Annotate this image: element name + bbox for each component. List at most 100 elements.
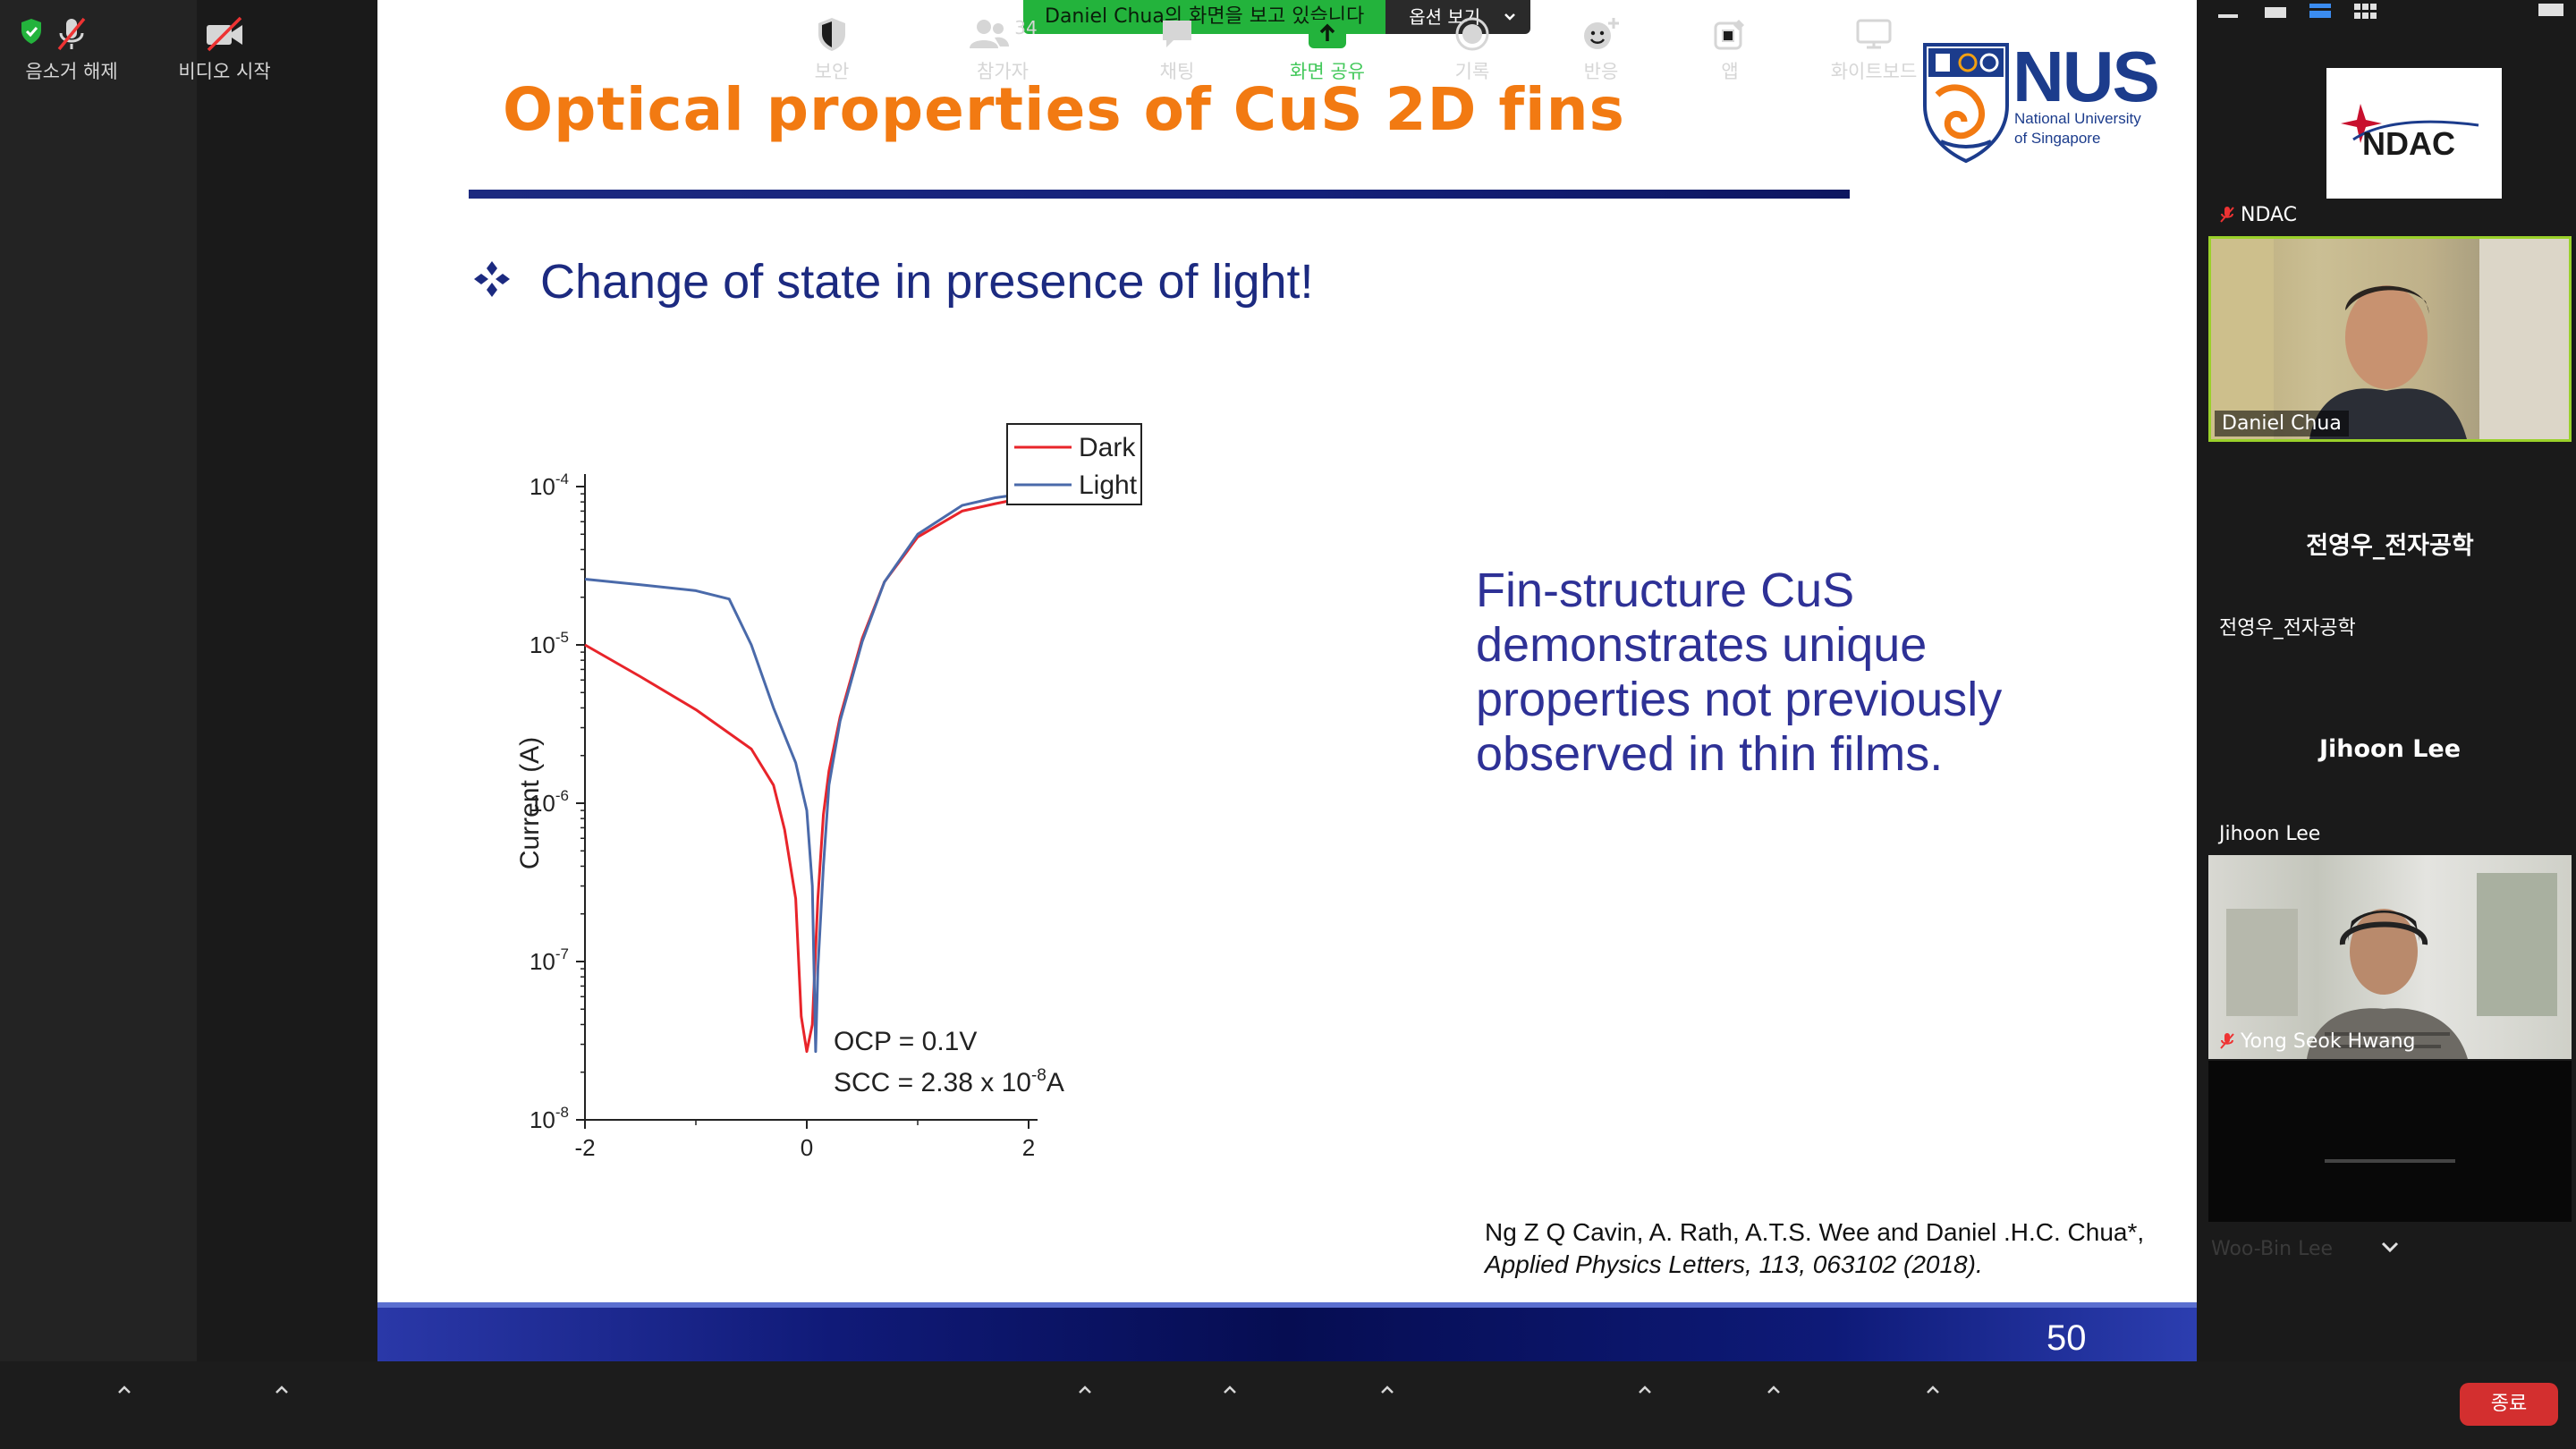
chart-ticks: 10-4 10-5 10-6 10-7 10-8-2 0 2 bbox=[530, 470, 1035, 1161]
x-tick-label: 0 bbox=[801, 1134, 813, 1161]
nus-sub-line-2: of Singapore bbox=[2014, 130, 2101, 147]
participant-name-text: Yong Seok Hwang bbox=[2241, 1030, 2416, 1053]
nus-logo-subtitle: National University of Singapore bbox=[2014, 109, 2141, 148]
apps-label: 앱 bbox=[1721, 61, 1739, 82]
share-screen-label: 화면 공유 bbox=[1290, 61, 1365, 82]
participant-display-name: Jihoon Lee bbox=[2318, 735, 2462, 763]
title-underline bbox=[469, 190, 1850, 199]
share-screen-icon bbox=[1309, 20, 1346, 48]
chevron-down-icon bbox=[1504, 13, 1516, 21]
reference-authors: Ng Z Q Cavin, A. Rath, A.T.S. Wee and Da… bbox=[1485, 1218, 2145, 1246]
bullet-point: Change of state in presence of light! bbox=[540, 255, 1314, 309]
participant-name: Daniel Chua bbox=[2215, 411, 2349, 436]
reactions-label: 반응 bbox=[1583, 61, 1619, 82]
slide-reference: Ng Z Q Cavin, A. Rath, A.T.S. Wee and Da… bbox=[1485, 1216, 2144, 1281]
chevron-up-icon[interactable] bbox=[1379, 1385, 1395, 1395]
slide-description: Fin-structure CuS demonstrates unique pr… bbox=[1476, 564, 2003, 781]
iv-curve-chart: Voltage (V)Current (A) 10-410-510-610-71… bbox=[515, 423, 1142, 1161]
security-label: 보안 bbox=[814, 61, 850, 82]
participant-tile-daniel-chua[interactable]: Daniel Chua bbox=[2208, 236, 2572, 442]
nus-sub-line-1: National University bbox=[2014, 110, 2141, 127]
grid-view-icon[interactable] bbox=[2354, 4, 2377, 20]
participant-tile-jeon-youngwoo[interactable]: 전영우_전자공학 전영우_전자공학 bbox=[2208, 444, 2572, 646]
video-feed bbox=[2211, 239, 2569, 439]
emoji-icon bbox=[1584, 18, 1619, 49]
record-label: 기록 bbox=[1454, 61, 1490, 82]
participant-name-text: NDAC bbox=[2241, 204, 2298, 226]
chart-axes: Voltage (V)Current (A) bbox=[515, 474, 1038, 1121]
series-line-light bbox=[584, 491, 1030, 1054]
x-tick-label: 2 bbox=[1022, 1134, 1035, 1161]
y-tick-label: 10-8 bbox=[530, 1104, 569, 1133]
view-options-label: 옵션 보기 bbox=[1409, 6, 1481, 28]
participant-tile-yong-seok-hwang[interactable]: Yong Seok Hwang bbox=[2208, 855, 2572, 1059]
unmute-button[interactable]: 음소거 해제 bbox=[18, 0, 125, 88]
chart-series-lines bbox=[584, 491, 1030, 1054]
participants-label: 참가자 bbox=[977, 61, 1029, 82]
x-tick-label: -2 bbox=[574, 1134, 595, 1161]
slide-page-number: 50 bbox=[2046, 1318, 2087, 1358]
participant-name: 전영우_전자공학 bbox=[2219, 617, 2356, 640]
shield-icon bbox=[818, 18, 845, 51]
chevron-up-icon[interactable] bbox=[1077, 1385, 1093, 1395]
chevron-up-icon[interactable] bbox=[1222, 1385, 1238, 1395]
chevron-up-icon[interactable] bbox=[1766, 1385, 1782, 1395]
record-button[interactable]: 기록 bbox=[1428, 0, 1517, 88]
participant-name: Jihoon Lee bbox=[2219, 823, 2321, 845]
participant-tile-woo-bin-lee[interactable] bbox=[2208, 1061, 2572, 1222]
chat-icon bbox=[1163, 21, 1191, 47]
start-video-button[interactable]: 비디오 시작 bbox=[166, 0, 283, 88]
view-options-button[interactable]: 옵션 보기 bbox=[1385, 0, 1531, 34]
participant-tile-jihoon-lee[interactable]: Jihoon Lee Jihoon Lee bbox=[2208, 648, 2572, 853]
y-axis-label: Current (A) bbox=[515, 737, 545, 869]
speaker-strip-view-icon[interactable] bbox=[2309, 4, 2331, 20]
chart-annotations: OCP = 0.1V SCC = 2.38 x 10-8A bbox=[834, 1027, 1064, 1097]
nus-crest-icon bbox=[1923, 43, 2009, 164]
record-icon bbox=[1455, 17, 1489, 51]
ndac-logo: NDAC bbox=[2326, 68, 2502, 199]
reactions-button[interactable]: 반응 bbox=[1556, 0, 1646, 88]
ocp-annotation: OCP = 0.1V bbox=[834, 1027, 977, 1056]
ndac-star-icon bbox=[2341, 104, 2479, 143]
share-screen-button[interactable]: 화면 공유 bbox=[1274, 0, 1381, 88]
nus-logo-text: NUS bbox=[2012, 37, 2160, 116]
single-tile-view-icon[interactable] bbox=[2265, 4, 2286, 20]
chevron-up-icon[interactable] bbox=[1925, 1385, 1941, 1395]
security-button[interactable]: 보안 bbox=[787, 0, 877, 88]
y-tick-label: 10-7 bbox=[530, 945, 569, 975]
unmute-label: 음소거 해제 bbox=[25, 61, 118, 82]
slide-footer-bar bbox=[377, 1302, 2197, 1361]
encryption-shield-icon[interactable] bbox=[20, 18, 43, 45]
participant-tile-ndac[interactable]: NDAC NDAC bbox=[2208, 61, 2572, 238]
participant-name-woo-bin-lee: Woo-Bin Lee bbox=[2211, 1238, 2334, 1260]
participant-name: Yong Seok Hwang bbox=[2212, 1029, 2423, 1055]
participants-button[interactable]: 34 참가자 bbox=[953, 0, 1052, 88]
chevron-down-icon[interactable] bbox=[2379, 1240, 2401, 1254]
chevron-up-icon[interactable] bbox=[1637, 1385, 1653, 1395]
muted-mic-icon bbox=[2220, 1033, 2234, 1049]
whiteboard-icon bbox=[1856, 19, 1892, 49]
legend-box bbox=[1006, 423, 1142, 505]
legend-label: Dark bbox=[1079, 433, 1136, 462]
whiteboard-button[interactable]: 화이트보드 bbox=[1816, 0, 1932, 88]
video-placeholder-line bbox=[2325, 1159, 2455, 1163]
mic-muted-icon bbox=[57, 17, 86, 51]
end-meeting-button[interactable]: 종료 bbox=[2460, 1383, 2558, 1426]
meeting-toolbar bbox=[0, 1361, 2576, 1449]
apps-icon bbox=[1714, 20, 1744, 50]
reference-journal: Applied Physics Letters, 113, 063102 (20… bbox=[1485, 1250, 1983, 1278]
y-tick-label: 10-4 bbox=[530, 470, 569, 500]
person-video-icon bbox=[2226, 873, 2557, 1059]
close-panel-icon[interactable] bbox=[2538, 4, 2563, 20]
chevron-up-icon[interactable] bbox=[274, 1385, 290, 1395]
chat-label: 채팅 bbox=[1159, 61, 1195, 82]
start-video-label: 비디오 시작 bbox=[178, 61, 271, 82]
chevron-up-icon[interactable] bbox=[116, 1385, 132, 1395]
participant-display-name: 전영우_전자공학 bbox=[2306, 532, 2474, 560]
chat-button[interactable]: 채팅 bbox=[1132, 0, 1222, 88]
apps-button[interactable]: 앱 bbox=[1685, 0, 1775, 88]
participants-count: 34 bbox=[1014, 17, 1038, 38]
minimize-panel-icon[interactable] bbox=[2218, 4, 2238, 20]
shared-screen-slide: Optical properties of CuS 2D fins NUS Na… bbox=[377, 0, 2197, 1361]
